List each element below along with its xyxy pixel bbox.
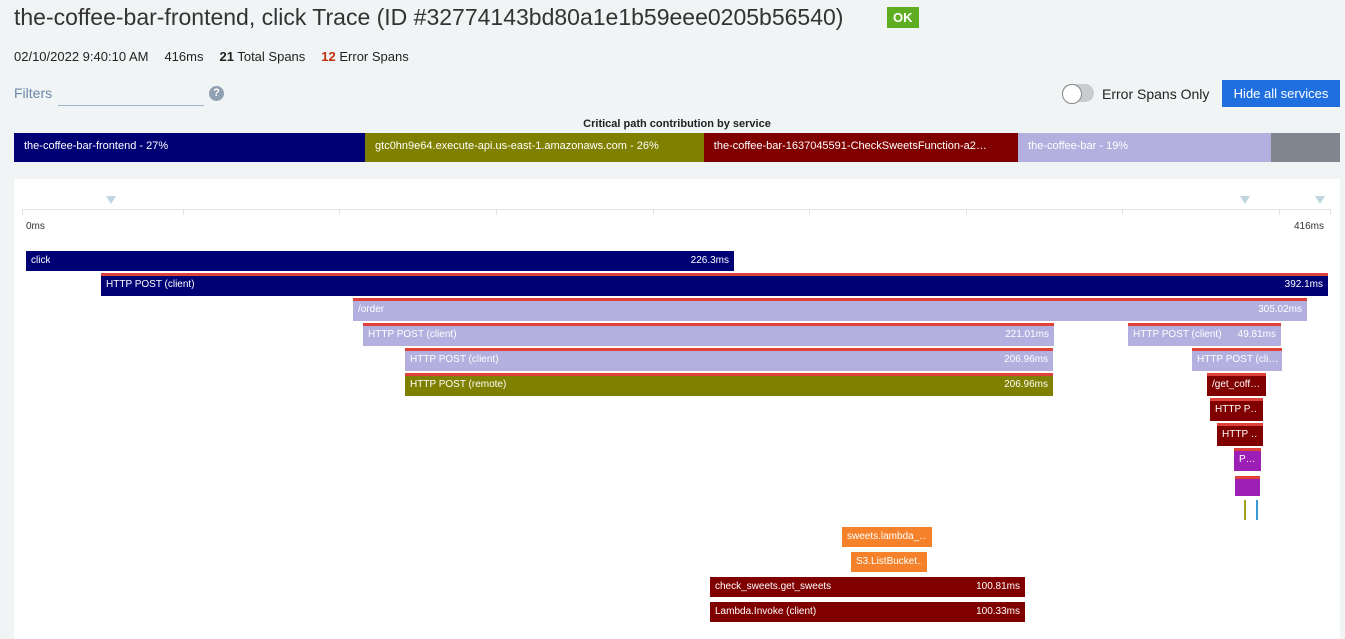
span-name: HTTP … bbox=[1222, 429, 1258, 440]
timestamp: 02/10/2022 9:40:10 AM bbox=[14, 49, 149, 64]
span-name: HTTP P… bbox=[1215, 404, 1258, 415]
span-name: Lambda.Invoke (client) bbox=[715, 606, 817, 617]
trace-span[interactable]: HTTP POST (client) 206.96ms bbox=[405, 348, 1053, 371]
trace-span[interactable]: sweets.lambda_… bbox=[842, 527, 932, 547]
span-name: /get_coff… bbox=[1212, 379, 1261, 390]
marker-icon bbox=[1315, 196, 1325, 204]
span-name: HTTP POST (cli… bbox=[1197, 354, 1277, 365]
axis-tick bbox=[22, 209, 23, 215]
axis-tick bbox=[1330, 209, 1331, 215]
span-duration: 49.81ms bbox=[1237, 329, 1276, 340]
axis-tick bbox=[809, 209, 810, 215]
span-duration: 221.01ms bbox=[1005, 329, 1049, 340]
error-spans-only-label: Error Spans Only bbox=[1102, 86, 1210, 102]
critical-path-segment[interactable]: the-coffee-bar-frontend - 27% bbox=[14, 133, 366, 162]
span-duration: 305.02ms bbox=[1258, 304, 1302, 315]
hide-all-services-button[interactable]: Hide all services bbox=[1222, 80, 1340, 107]
error-spans-only-toggle[interactable] bbox=[1062, 84, 1094, 104]
span-sliver[interactable] bbox=[1244, 500, 1246, 520]
trace-span[interactable]: HTTP POST (client) 221.01ms bbox=[363, 323, 1054, 346]
trace-meta: 02/10/2022 9:40:10 AM 416ms 21 Total Spa… bbox=[14, 49, 409, 64]
trace-span[interactable]: HTTP … bbox=[1217, 423, 1263, 446]
axis-tick bbox=[183, 209, 184, 215]
filters-label: Filters bbox=[14, 85, 53, 101]
axis-tick bbox=[653, 209, 654, 215]
axis-tick bbox=[1279, 209, 1280, 215]
span-name: sweets.lambda_… bbox=[847, 531, 927, 542]
span-name: P… bbox=[1239, 454, 1256, 465]
trace-span[interactable]: HTTP POST (client) 49.81ms bbox=[1128, 323, 1281, 346]
total-spans-label: Total Spans bbox=[237, 49, 306, 64]
status-badge: OK bbox=[887, 7, 919, 28]
span-name: HTTP POST (client) bbox=[410, 354, 499, 365]
trace-span[interactable]: HTTP POST (client) 392.1ms bbox=[101, 273, 1328, 296]
marker-icon bbox=[106, 196, 116, 204]
error-spans-count: 12 bbox=[321, 49, 336, 64]
axis-tick bbox=[496, 209, 497, 215]
page-title: the-coffee-bar-frontend, click Trace (ID… bbox=[14, 4, 844, 30]
help-icon[interactable]: ? bbox=[209, 86, 224, 101]
critical-path-title: Critical path contribution by service bbox=[583, 118, 771, 130]
critical-path-segment[interactable] bbox=[1270, 133, 1340, 162]
trace-span[interactable]: check_sweets.get_sweets 100.81ms bbox=[710, 577, 1025, 597]
span-name: HTTP POST (client) bbox=[106, 279, 195, 290]
span-duration: 392.1ms bbox=[1284, 279, 1323, 290]
timeline-axis bbox=[22, 209, 1330, 210]
span-name: /order bbox=[358, 304, 385, 315]
span-cluster[interactable] bbox=[1235, 476, 1260, 496]
trace-span[interactable]: HTTP POST (cli… bbox=[1192, 348, 1282, 371]
critical-path-segment[interactable]: the-coffee-bar-1637045591-CheckSweetsFun… bbox=[703, 133, 1019, 162]
axis-start-label: 0ms bbox=[26, 221, 45, 232]
error-spans-label: Error Spans bbox=[339, 49, 409, 64]
trace-span[interactable]: S3.ListBucket… bbox=[851, 552, 927, 572]
marker-icon bbox=[1240, 196, 1250, 204]
trace-span[interactable]: click 226.3ms bbox=[26, 251, 734, 271]
span-duration: 100.81ms bbox=[976, 581, 1020, 592]
trace-span[interactable]: HTTP POST (remote) 206.96ms bbox=[405, 373, 1053, 396]
span-duration: 206.96ms bbox=[1004, 379, 1048, 390]
span-name: S3.ListBucket… bbox=[856, 556, 922, 567]
critical-path-segment[interactable]: gtc0hn9e64.execute-api.us-east-1.amazona… bbox=[365, 133, 704, 162]
axis-tick bbox=[339, 209, 340, 215]
trace-timeline-panel bbox=[14, 179, 1340, 639]
trace-span[interactable]: Lambda.Invoke (client) 100.33ms bbox=[710, 602, 1025, 622]
filters-input[interactable] bbox=[58, 82, 204, 106]
critical-path-bar: the-coffee-bar-frontend - 27% gtc0hn9e64.… bbox=[14, 133, 1340, 162]
span-sliver[interactable] bbox=[1256, 500, 1258, 520]
span-name: HTTP POST (client) bbox=[368, 329, 457, 340]
span-name: HTTP POST (client) bbox=[1133, 329, 1222, 340]
duration: 416ms bbox=[164, 49, 204, 64]
total-spans-count: 21 bbox=[219, 49, 234, 64]
span-duration: 226.3ms bbox=[690, 255, 729, 266]
trace-span[interactable]: HTTP P… bbox=[1210, 398, 1263, 421]
span-name: click bbox=[31, 255, 51, 266]
axis-tick bbox=[1122, 209, 1123, 215]
axis-end-label: 416ms bbox=[1294, 221, 1325, 232]
span-name: HTTP POST (remote) bbox=[410, 379, 507, 390]
axis-tick bbox=[966, 209, 967, 215]
trace-span[interactable]: /order 305.02ms bbox=[353, 298, 1307, 321]
critical-path-segment[interactable]: the-coffee-bar - 19% bbox=[1018, 133, 1271, 162]
span-duration: 206.96ms bbox=[1004, 354, 1048, 365]
trace-span[interactable]: /get_coff… bbox=[1207, 373, 1266, 396]
trace-span[interactable]: P… bbox=[1234, 448, 1261, 471]
span-duration: 100.33ms bbox=[976, 606, 1020, 617]
span-name: check_sweets.get_sweets bbox=[715, 581, 832, 592]
